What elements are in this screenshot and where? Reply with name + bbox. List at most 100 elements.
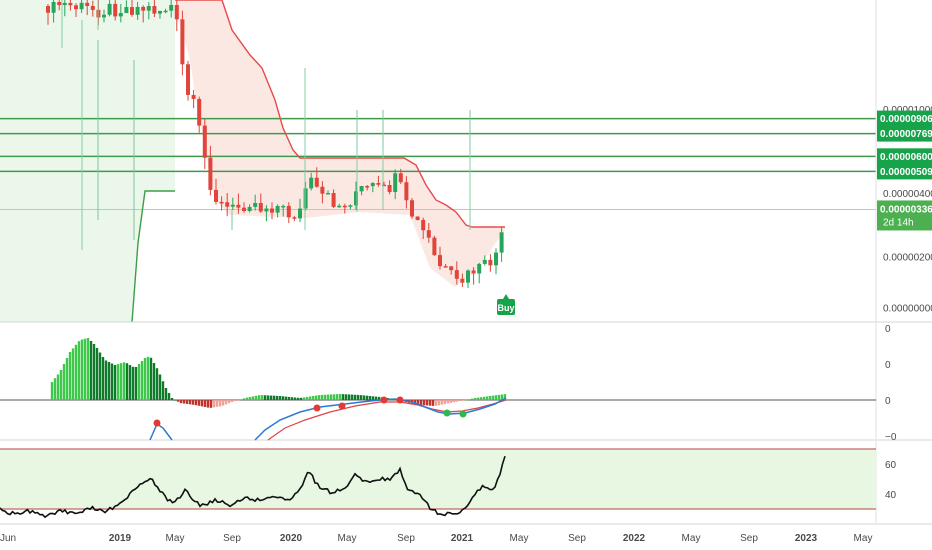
rsi-band-fill: [0, 449, 876, 509]
macd-bar: [224, 400, 228, 405]
macd-signal-line: [267, 399, 507, 441]
time-axis-bg: [0, 525, 932, 550]
macd-bar: [164, 388, 168, 400]
time-tick-label: Jun: [0, 533, 16, 544]
time-tick-label: Sep: [740, 533, 758, 544]
candle-body: [191, 94, 196, 100]
time-tick-label: May: [510, 533, 529, 544]
macd-bar: [131, 366, 135, 400]
macd-bar: [371, 396, 375, 400]
candle-body: [499, 232, 504, 253]
macd-bar: [326, 394, 330, 400]
macd-bar: [443, 400, 447, 404]
candle-body: [359, 186, 364, 192]
candle-body: [85, 2, 90, 6]
macd-line: [254, 397, 507, 441]
macd-bar: [152, 363, 156, 400]
macd-bar: [482, 396, 486, 400]
macd-bar: [494, 395, 498, 400]
macd-tick-label: 0: [885, 324, 891, 335]
macd-bar: [62, 364, 66, 400]
time-tick-label: May: [338, 533, 357, 544]
level-tag-label: 0.00000769: [880, 129, 932, 140]
candle-body: [466, 270, 470, 283]
macd-bar: [110, 363, 114, 400]
macd-bar: [308, 396, 312, 400]
candle-body: [449, 266, 454, 271]
macd-cross-dot: [338, 402, 346, 410]
macd-bar: [368, 396, 372, 400]
macd-cross-dot: [380, 396, 388, 404]
macd-bar: [50, 382, 54, 400]
time-tick-label: 2019: [109, 533, 132, 544]
macd-bar: [473, 398, 477, 400]
macd-bar: [338, 394, 342, 400]
macd-bar: [359, 395, 363, 400]
macd-bar: [215, 400, 219, 407]
macd-bar: [491, 395, 495, 400]
macd-bar: [206, 400, 210, 408]
time-tick-label: Sep: [223, 533, 241, 544]
macd-bar: [143, 358, 147, 400]
macd-bar: [242, 398, 246, 400]
macd-bar: [485, 396, 489, 400]
candle-body: [180, 19, 185, 65]
macd-bar: [500, 394, 504, 400]
macd-bar: [119, 363, 123, 400]
macd-bar: [68, 352, 72, 400]
macd-bar: [365, 395, 369, 400]
macd-bar: [56, 374, 60, 400]
candle-body: [275, 205, 280, 213]
current-price-label: 0.00000336: [880, 204, 932, 215]
macd-bar: [287, 396, 291, 400]
macd-bar: [347, 394, 351, 400]
macd-bar: [179, 400, 183, 404]
candle-body: [398, 173, 403, 183]
macd-bar: [140, 361, 144, 400]
macd-bar: [98, 352, 102, 400]
candle-body: [348, 205, 353, 207]
macd-bar: [233, 400, 237, 402]
macd-bar: [59, 370, 63, 400]
candle-body: [79, 2, 84, 10]
macd-bar: [161, 381, 165, 400]
macd-bar: [305, 396, 309, 400]
macd-bar: [245, 397, 249, 400]
macd-bar: [86, 338, 90, 400]
macd-bar: [278, 396, 282, 400]
candle-body: [286, 205, 291, 218]
macd-bar: [503, 394, 507, 400]
stop-zone-red: [175, 0, 505, 287]
macd-bar: [77, 341, 81, 400]
macd-bar: [266, 395, 270, 400]
time-tick-label: 2020: [280, 533, 303, 544]
candle-body: [454, 270, 459, 279]
macd-bar: [104, 360, 108, 400]
stop-line-green: [131, 190, 175, 323]
macd-bar: [257, 395, 261, 400]
candle-body: [253, 202, 258, 207]
macd-bar: [377, 396, 381, 400]
candle-body: [292, 217, 297, 219]
time-tick-label: 2022: [623, 533, 646, 544]
candle-body: [320, 186, 325, 194]
candle-body: [314, 177, 319, 187]
candle-body: [281, 205, 286, 208]
candle-body: [202, 125, 207, 158]
candle-body: [494, 252, 498, 266]
macd-bar: [329, 394, 333, 400]
level-tag: [877, 125, 932, 142]
candle-body: [354, 191, 358, 206]
candles: [46, 0, 504, 288]
candle-body: [298, 208, 302, 219]
macd-bar: [191, 400, 195, 405]
candle-body: [303, 188, 308, 209]
price-tick-label: 0.00001000: [883, 105, 932, 116]
macd-bar: [416, 400, 420, 405]
macd-bar: [146, 356, 150, 400]
candle-body: [393, 173, 398, 193]
candle-body: [186, 64, 190, 95]
macd-bar: [413, 400, 417, 404]
macd-bar: [269, 395, 273, 400]
